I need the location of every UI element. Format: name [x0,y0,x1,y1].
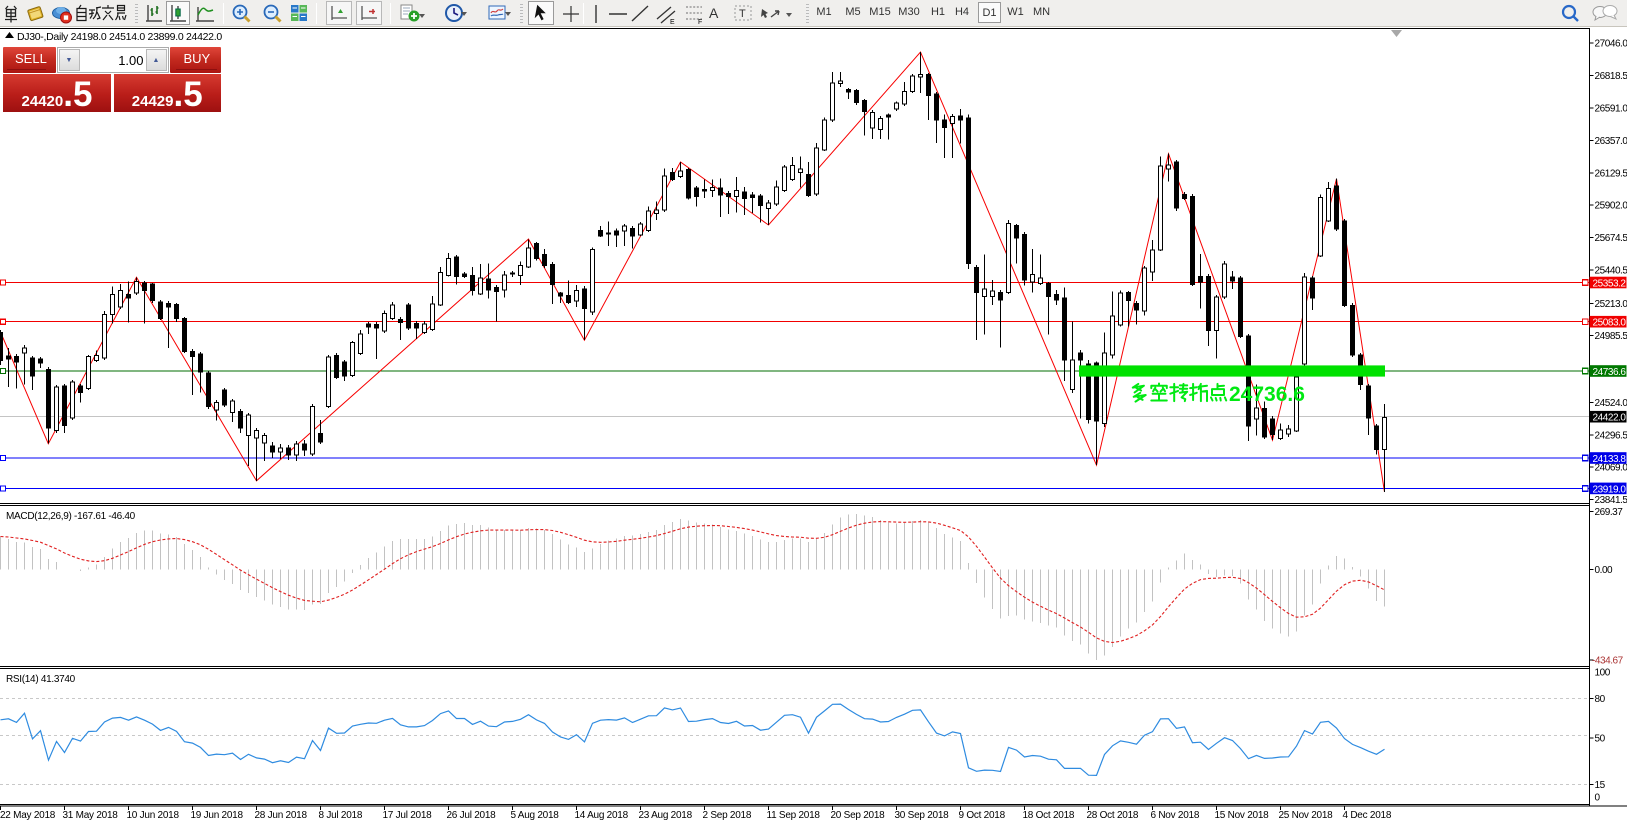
svg-text:50: 50 [1595,734,1606,745]
svg-text:23841.5: 23841.5 [1595,495,1627,506]
svg-text:0.00: 0.00 [1595,565,1614,576]
svg-text:19 Jun 2018: 19 Jun 2018 [191,810,244,821]
svg-text:20 Sep 2018: 20 Sep 2018 [831,810,886,821]
svg-text:2 Sep 2018: 2 Sep 2018 [703,810,752,821]
svg-text:24524.0: 24524.0 [1595,398,1627,409]
svg-text:25902.0: 25902.0 [1595,201,1627,212]
svg-text:11 Sep 2018: 11 Sep 2018 [767,810,821,821]
svg-text:24422.0: 24422.0 [1593,413,1627,424]
svg-text:25440.5: 25440.5 [1595,266,1627,277]
svg-text:24736.6: 24736.6 [1593,367,1627,378]
svg-text:26 Jul 2018: 26 Jul 2018 [447,810,497,821]
svg-text:25213.0: 25213.0 [1595,299,1627,310]
svg-text:269.37: 269.37 [1595,507,1624,518]
svg-text:30 Sep 2018: 30 Sep 2018 [895,810,950,821]
svg-text:8 Jul 2018: 8 Jul 2018 [319,810,363,821]
svg-text:80: 80 [1595,694,1606,705]
svg-text:E: E [670,19,675,25]
svg-text:DJ30-,Daily 24198.0 24514.0 2: DJ30-,Daily 24198.0 24514.0 23899.0 2442… [17,31,222,43]
svg-text:T: T [739,8,746,20]
svg-text:24985.5: 24985.5 [1595,331,1627,342]
svg-text:25083.0: 25083.0 [1593,318,1627,329]
svg-text:26818.5: 26818.5 [1595,71,1627,82]
svg-text:F: F [698,19,702,25]
svg-text:15: 15 [1595,780,1606,791]
svg-text:15 Nov 2018: 15 Nov 2018 [1215,810,1270,821]
svg-text:28 Oct 2018: 28 Oct 2018 [1087,810,1139,821]
svg-text:MACD(12,26,9) -167.61 -46.40: MACD(12,26,9) -167.61 -46.40 [6,511,136,522]
svg-text:25 Nov 2018: 25 Nov 2018 [1279,810,1334,821]
svg-text:24069.0: 24069.0 [1595,463,1627,474]
svg-text:100: 100 [1595,668,1611,679]
svg-text:-434.67: -434.67 [1592,656,1624,667]
svg-text:22 May 2018: 22 May 2018 [0,810,56,821]
svg-text:23 Aug 2018: 23 Aug 2018 [639,810,693,821]
svg-text:27046.0: 27046.0 [1595,39,1627,50]
svg-text:6 Nov 2018: 6 Nov 2018 [1151,810,1200,821]
svg-text:17 Jul 2018: 17 Jul 2018 [383,810,433,821]
svg-text:4 Dec 2018: 4 Dec 2018 [1343,810,1392,821]
svg-text:RSI(14) 41.3740: RSI(14) 41.3740 [6,674,76,685]
svg-text:5 Aug 2018: 5 Aug 2018 [511,810,560,821]
svg-text:26357.0: 26357.0 [1595,136,1627,147]
svg-text:24296.5: 24296.5 [1595,430,1627,441]
svg-text:0: 0 [1595,793,1601,804]
svg-text:24133.8: 24133.8 [1593,454,1627,465]
svg-text:14 Aug 2018: 14 Aug 2018 [575,810,629,821]
svg-text:9 Oct 2018: 9 Oct 2018 [959,810,1006,821]
svg-text:31 May 2018: 31 May 2018 [63,810,119,821]
svg-text:26591.0: 26591.0 [1595,103,1627,114]
svg-text:25353.2: 25353.2 [1593,279,1627,290]
svg-text:10 Jun 2018: 10 Jun 2018 [127,810,180,821]
svg-text:24736.6: 24736.6 [1229,383,1305,406]
svg-text:26129.5: 26129.5 [1595,168,1627,179]
svg-text:28 Jun 2018: 28 Jun 2018 [255,810,308,821]
svg-text:25674.5: 25674.5 [1595,233,1627,244]
svg-text:18 Oct 2018: 18 Oct 2018 [1023,810,1075,821]
svg-text:23919.0: 23919.0 [1593,484,1627,495]
